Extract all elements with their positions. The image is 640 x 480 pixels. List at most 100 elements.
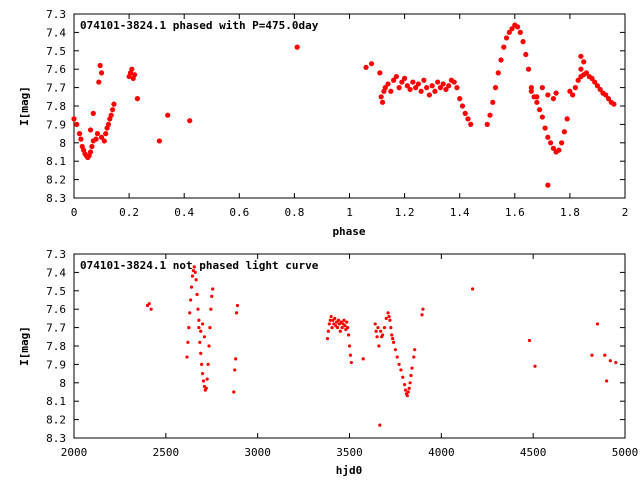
data-point — [377, 70, 383, 76]
data-point — [402, 75, 408, 81]
data-point — [550, 96, 556, 102]
data-point — [386, 311, 390, 315]
data-point — [111, 101, 117, 107]
x-tick-label: 0.2 — [119, 206, 139, 219]
data-point — [98, 134, 105, 140]
data-point — [211, 287, 215, 291]
data-point — [545, 134, 551, 140]
data-point — [379, 99, 386, 105]
x-tick-label: 1.2 — [395, 206, 415, 219]
data-point — [97, 62, 103, 69]
data-point — [199, 329, 203, 333]
data-point — [403, 388, 408, 392]
data-point — [561, 129, 567, 135]
data-point — [527, 338, 532, 343]
data-point — [415, 81, 421, 87]
data-point — [89, 143, 95, 150]
data-point — [426, 92, 432, 98]
data-point — [391, 340, 396, 344]
data-point — [189, 285, 194, 289]
data-point — [407, 86, 413, 93]
data-point — [517, 29, 523, 35]
data-point — [388, 88, 394, 94]
data-point — [528, 88, 534, 94]
x-tick-label: 0.8 — [284, 206, 304, 219]
data-point — [399, 368, 403, 372]
data-point — [200, 372, 205, 376]
y-tick-label: 8 — [59, 377, 66, 390]
data-point — [611, 101, 617, 107]
data-point — [349, 360, 353, 365]
data-point — [335, 326, 340, 330]
y-tick-label: 7.9 — [46, 118, 66, 131]
data-point — [534, 94, 540, 100]
data-point — [108, 112, 114, 118]
data-point — [347, 344, 352, 348]
data-point — [235, 303, 240, 308]
data-point — [207, 344, 211, 348]
data-point — [186, 340, 190, 344]
data-point — [539, 85, 545, 91]
data-point — [376, 326, 380, 330]
x-tick-label: 5000 — [612, 446, 639, 459]
data-point — [200, 322, 205, 326]
y-tick-label: 8.3 — [46, 192, 66, 205]
data-point — [147, 302, 151, 306]
data-point — [581, 59, 587, 65]
data-point — [336, 318, 341, 322]
data-point — [424, 85, 430, 91]
data-point — [603, 92, 609, 98]
data-point — [340, 326, 344, 330]
data-point — [401, 375, 405, 379]
data-point — [368, 61, 375, 67]
data-point — [385, 81, 391, 87]
data-point — [404, 83, 410, 89]
data-point — [533, 364, 537, 368]
data-point — [503, 35, 510, 41]
data-point — [78, 136, 84, 142]
data-point — [388, 318, 392, 322]
data-point — [187, 118, 193, 124]
y-tick-label: 7.3 — [46, 8, 66, 21]
data-point — [528, 85, 534, 91]
data-point — [87, 127, 94, 133]
data-point — [559, 140, 565, 146]
data-point — [470, 287, 475, 291]
data-point — [187, 326, 191, 330]
data-point — [407, 386, 411, 390]
x-tick-label: 0.6 — [229, 206, 249, 219]
data-point — [373, 322, 377, 326]
data-point — [539, 114, 545, 120]
data-point — [202, 335, 207, 339]
x-tick-label: 1.6 — [505, 206, 525, 219]
data-point — [326, 329, 330, 333]
data-point — [413, 85, 419, 91]
data-point — [501, 44, 507, 50]
data-point — [525, 66, 532, 72]
data-point — [234, 311, 239, 315]
data-point — [380, 333, 385, 337]
data-point — [391, 337, 395, 341]
x-tick-label: 1.4 — [450, 206, 470, 219]
chart-title: 074101-3824.1 phased with P=475.0day — [80, 19, 319, 32]
data-point — [429, 83, 435, 89]
y-tick-label: 7.5 — [46, 285, 66, 298]
data-point — [567, 88, 573, 94]
data-point — [76, 131, 83, 137]
y-tick-label: 7.7 — [46, 82, 66, 95]
data-point — [93, 136, 99, 142]
data-point — [189, 298, 193, 302]
data-point — [393, 73, 399, 80]
phased-light-curve-chart: 0 0.2 0.4 0.6 0.8 1 1.2 1.4 1.6 1.8 2 7.3 7.4 7.5 7.6 7… — [18, 8, 628, 238]
data-point — [572, 85, 579, 91]
data-point — [492, 85, 499, 91]
x-tick-label: 4500 — [520, 446, 547, 459]
data-point — [395, 355, 399, 359]
y-tick-label: 7.3 — [46, 248, 66, 261]
data-point — [597, 86, 603, 93]
data-point — [605, 96, 612, 102]
data-point — [327, 322, 331, 326]
data-point — [536, 107, 543, 113]
data-point — [550, 145, 556, 151]
data-point — [410, 366, 414, 370]
